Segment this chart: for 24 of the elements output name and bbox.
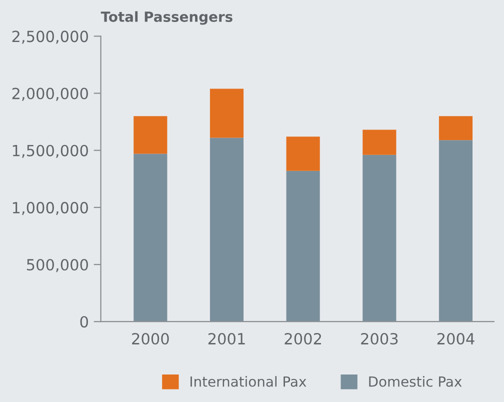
x-tick-label: 2003 [361, 332, 398, 345]
x-tick-label: 2002 [284, 332, 321, 345]
y-tick-label: 500,000 [26, 258, 88, 272]
chart-title: Total Passengers [100, 11, 232, 25]
bar [134, 116, 168, 154]
y-tick-label: 2,500,000 [12, 30, 88, 44]
y-tick-label: 1,000,000 [12, 202, 88, 216]
y-tick-label: 0 [80, 316, 88, 328]
y-tick-label: 2,000,000 [12, 88, 88, 101]
legend-label: Domestic Pax [369, 376, 462, 387]
bar [210, 138, 244, 322]
bar [134, 154, 168, 322]
x-tick-label: 2000 [132, 332, 169, 345]
bar [438, 116, 473, 140]
x-tick-label: 2004 [437, 332, 474, 345]
legend-label: International Pax [190, 376, 306, 387]
bar [210, 88, 244, 138]
x-tick-label: 2001 [208, 332, 245, 345]
y-tick-label: 1,500,000 [12, 144, 88, 158]
bar [438, 140, 473, 322]
bar [286, 170, 320, 322]
bar [362, 130, 396, 155]
bar [286, 136, 320, 171]
bar [362, 154, 396, 322]
